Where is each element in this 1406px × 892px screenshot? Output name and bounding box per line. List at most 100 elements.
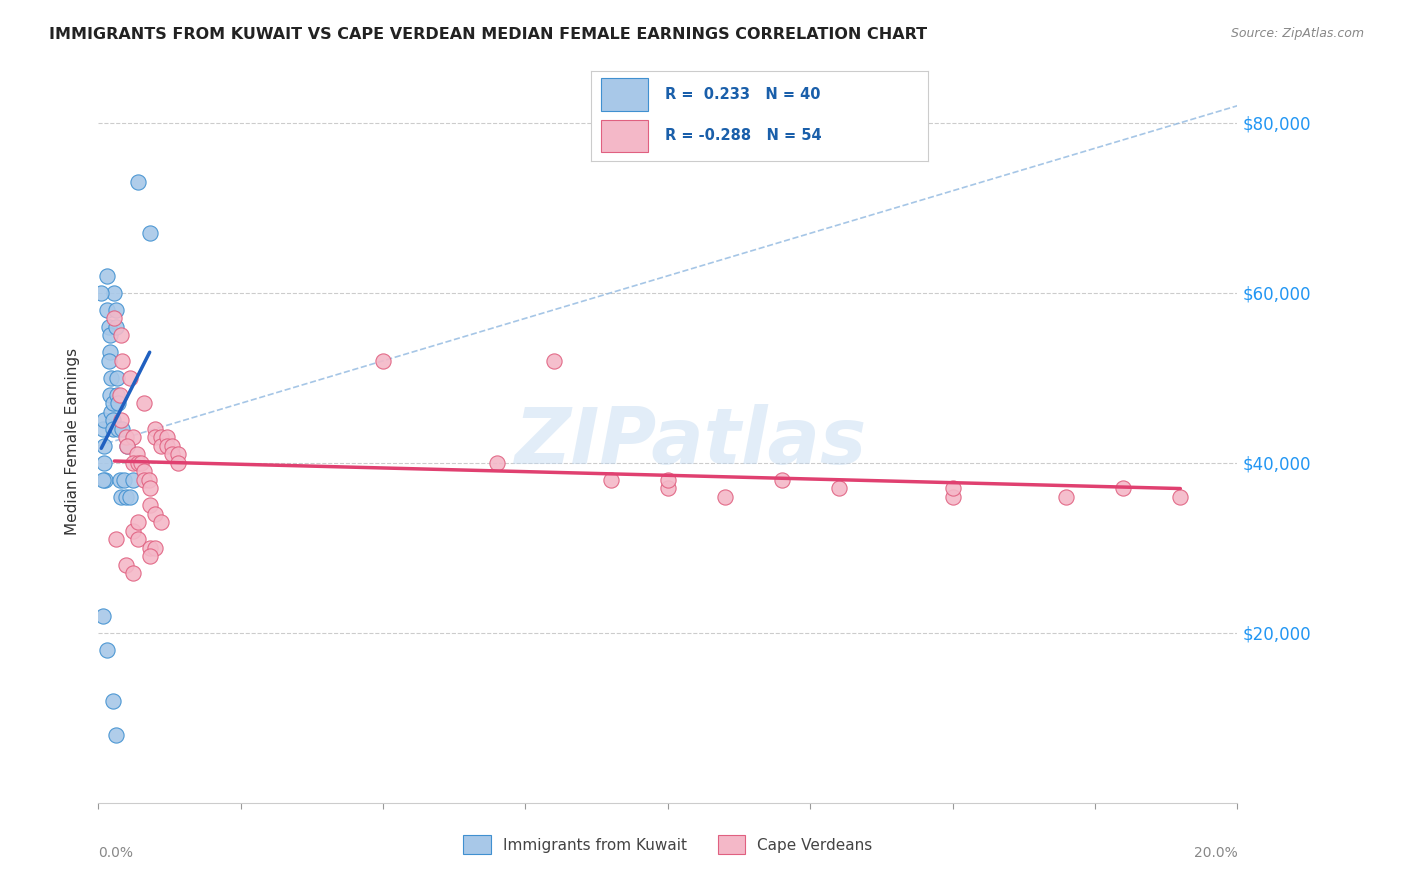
Point bbox=[96, 268, 118, 283]
Text: IMMIGRANTS FROM KUWAIT VS CAPE VERDEAN MEDIAN FEMALE EARNINGS CORRELATION CHART: IMMIGRANTS FROM KUWAIT VS CAPE VERDEAN M… bbox=[49, 27, 928, 42]
Point bbox=[127, 456, 149, 470]
Point bbox=[98, 328, 121, 343]
Point bbox=[104, 533, 127, 547]
Point bbox=[145, 430, 167, 444]
Point bbox=[127, 175, 149, 189]
Point bbox=[93, 439, 115, 453]
Point bbox=[96, 302, 118, 317]
Point bbox=[138, 498, 160, 512]
Point bbox=[104, 728, 127, 742]
Point bbox=[91, 422, 114, 436]
Point bbox=[145, 507, 167, 521]
Point bbox=[132, 473, 155, 487]
Point bbox=[110, 490, 132, 504]
Point bbox=[121, 473, 143, 487]
Text: Source: ZipAtlas.com: Source: ZipAtlas.com bbox=[1230, 27, 1364, 40]
Point bbox=[111, 422, 134, 436]
Point bbox=[93, 456, 115, 470]
Point bbox=[121, 566, 143, 581]
Point bbox=[150, 516, 173, 530]
Point bbox=[657, 473, 679, 487]
Point bbox=[132, 396, 155, 410]
Point bbox=[145, 541, 167, 555]
Point bbox=[93, 413, 115, 427]
Text: R = -0.288   N = 54: R = -0.288 N = 54 bbox=[665, 128, 821, 143]
Point bbox=[129, 456, 152, 470]
Point bbox=[101, 413, 124, 427]
Point bbox=[111, 353, 134, 368]
Point bbox=[91, 608, 114, 623]
Point bbox=[100, 405, 122, 419]
Point bbox=[167, 456, 190, 470]
Point bbox=[132, 464, 155, 478]
Point bbox=[91, 473, 114, 487]
Point bbox=[110, 413, 132, 427]
Point bbox=[115, 439, 138, 453]
Point bbox=[101, 396, 124, 410]
Point bbox=[114, 490, 136, 504]
Point bbox=[104, 302, 127, 317]
Point bbox=[138, 227, 160, 241]
Point bbox=[108, 388, 131, 402]
Point bbox=[107, 396, 129, 410]
Point bbox=[98, 388, 121, 402]
Point bbox=[828, 481, 851, 495]
Point bbox=[98, 345, 121, 359]
Point bbox=[138, 541, 160, 555]
Point bbox=[97, 353, 120, 368]
Point bbox=[942, 481, 965, 495]
Point bbox=[162, 439, 184, 453]
Point bbox=[103, 285, 125, 300]
Point bbox=[108, 473, 131, 487]
Point bbox=[110, 328, 132, 343]
Point bbox=[114, 558, 136, 572]
Point bbox=[104, 319, 127, 334]
Point bbox=[150, 439, 173, 453]
Point bbox=[121, 456, 143, 470]
Point bbox=[101, 422, 124, 436]
Point bbox=[145, 422, 167, 436]
Point bbox=[127, 516, 149, 530]
Point bbox=[162, 447, 184, 461]
Legend: Immigrants from Kuwait, Cape Verdeans: Immigrants from Kuwait, Cape Verdeans bbox=[457, 830, 879, 860]
Point bbox=[373, 353, 395, 368]
Point bbox=[100, 371, 122, 385]
Text: 0.0%: 0.0% bbox=[98, 847, 134, 860]
Point bbox=[486, 456, 509, 470]
Point bbox=[127, 533, 149, 547]
Point bbox=[121, 524, 143, 538]
Point bbox=[1056, 490, 1078, 504]
Point bbox=[138, 549, 160, 564]
Point bbox=[600, 473, 623, 487]
Y-axis label: Median Female Earnings: Median Female Earnings bbox=[65, 348, 80, 535]
Point bbox=[770, 473, 793, 487]
Point bbox=[107, 422, 129, 436]
Point bbox=[138, 481, 160, 495]
Point bbox=[118, 371, 141, 385]
Point bbox=[714, 490, 737, 504]
Point bbox=[1170, 490, 1192, 504]
Point bbox=[657, 481, 679, 495]
Point bbox=[543, 353, 565, 368]
Bar bbox=[600, 78, 648, 111]
Text: R =  0.233   N = 40: R = 0.233 N = 40 bbox=[665, 87, 820, 102]
Point bbox=[942, 490, 965, 504]
Point bbox=[105, 371, 128, 385]
Point bbox=[115, 439, 138, 453]
Point bbox=[112, 473, 135, 487]
Point bbox=[96, 642, 118, 657]
Point bbox=[90, 285, 112, 300]
Point bbox=[156, 439, 179, 453]
Bar bbox=[600, 120, 648, 152]
Point bbox=[150, 430, 173, 444]
Point bbox=[97, 319, 120, 334]
Point bbox=[105, 388, 128, 402]
Point bbox=[101, 694, 124, 708]
Point bbox=[1112, 481, 1135, 495]
Text: 20.0%: 20.0% bbox=[1194, 847, 1237, 860]
Point bbox=[118, 490, 141, 504]
Point bbox=[167, 447, 190, 461]
Point bbox=[94, 473, 117, 487]
Point bbox=[114, 430, 136, 444]
Point bbox=[156, 430, 179, 444]
